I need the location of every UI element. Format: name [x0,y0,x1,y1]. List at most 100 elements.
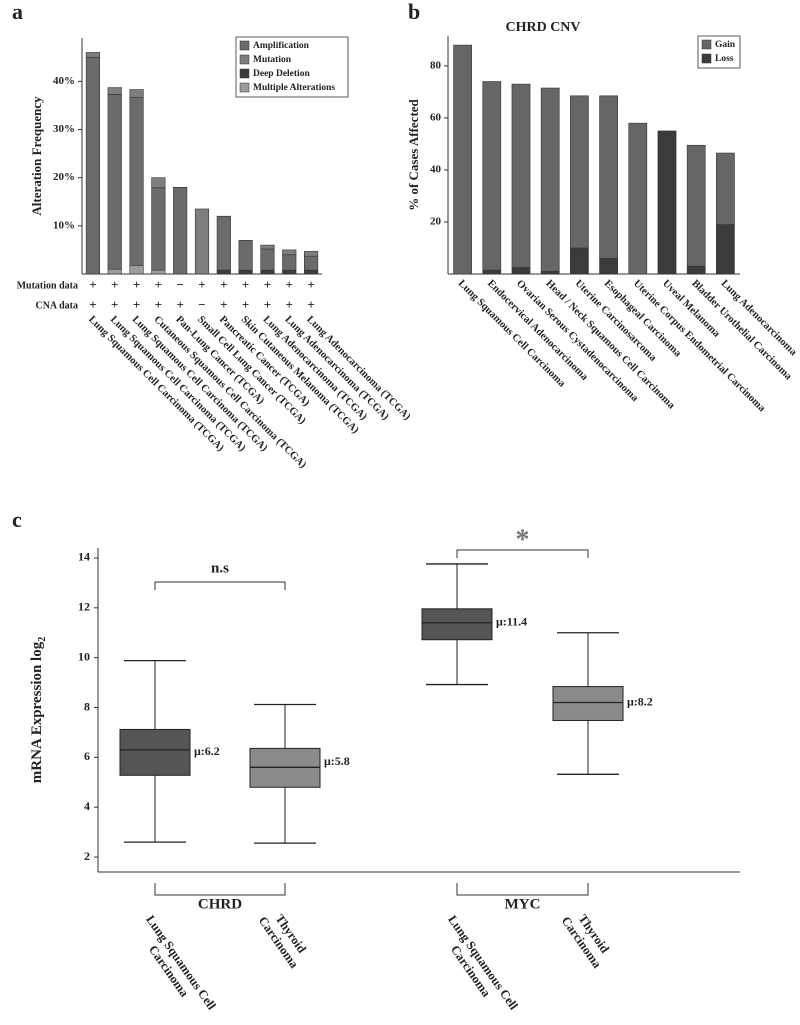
bar-segment [129,89,144,98]
panel-letter: c [12,507,22,532]
annotation-mark: + [155,297,162,312]
bar-segment [716,152,735,225]
y-tick-label: 40 [430,163,442,175]
bar-segment [85,56,100,275]
y-tick-label: 4 [84,799,90,813]
chart-title: CHRD CNV [505,20,580,35]
y-tick-label: 80 [430,59,442,71]
annotation-mark: + [286,277,293,292]
bar-segment [716,224,735,275]
y-tick-label: 6 [84,749,90,763]
legend-label: Mutation [253,55,292,65]
bar-segment [238,269,253,275]
x-tick-label: Lung Squamous Cell Carcinoma [456,278,568,390]
annotation-mark: + [155,277,162,292]
panel-letter: b [408,0,420,24]
annotation-mark: + [307,277,314,292]
legend-label: Multiple Alterations [253,83,335,93]
y-tick-label: 12 [78,600,90,614]
panel-letter: a [12,0,23,24]
bar-segment [85,52,100,58]
bar-segment [282,254,297,271]
y-tick-label: 20% [53,171,75,183]
bar-segment [216,269,231,275]
bar-segment [282,249,297,256]
annotation-mark: + [133,297,140,312]
legend-swatch [701,39,712,50]
annotation-mark: + [242,297,249,312]
legend-swatch [701,53,712,64]
bar-segment [282,269,297,275]
mean-label: μ:6.2 [194,744,220,758]
legend-swatch [239,54,250,65]
legend-label: Deep Deletion [253,69,310,79]
annotation-mark: + [264,277,271,292]
annotation-mark: + [220,277,227,292]
mean-label: μ:8.2 [627,694,653,708]
bar-segment [453,44,472,275]
annotation-mark: + [89,277,96,292]
box [421,608,493,641]
bar-segment [260,269,275,275]
bar-segment [482,81,502,271]
y-axis-label: % of Cases Affected [406,98,421,210]
significance-label: n.s [211,560,229,576]
bar-segment [570,95,589,249]
bar-segment [216,215,231,271]
significance-label: * [516,524,530,555]
legend-label: Loss [715,54,734,64]
bar-segment [304,269,319,275]
mean-label: μ:11.4 [496,615,527,629]
bar-segment [107,268,122,275]
group-label: CHRD [198,896,242,912]
annotation-mark: + [220,297,227,312]
bar-segment [107,87,122,95]
group-bracket [154,883,286,896]
significance-bracket [154,581,286,590]
bar-segment [511,83,531,268]
legend-swatch [239,82,250,93]
y-axis-label-sub: 2 [37,637,48,642]
annotation-mark: + [242,277,249,292]
bar-segment [304,251,319,257]
box [552,686,624,721]
group-bracket [456,883,589,896]
annotation-label: Mutation data [17,280,78,291]
mean-label: μ:5.8 [324,754,350,768]
box [119,728,191,776]
bar-segment [260,248,275,271]
legend-swatch [239,68,250,79]
bar-segment [107,94,122,270]
bar-segment [540,87,560,272]
bar-segment [129,265,144,275]
bar-segment [599,258,618,275]
annotation-mark: + [111,277,118,292]
annotation-mark: + [89,297,96,312]
bar-segment [686,144,706,267]
annotation-mark: + [307,297,314,312]
annotation-mark: + [111,297,118,312]
bar-segment [151,269,166,275]
bar-segment [238,239,253,271]
y-axis-label: mRNA Expression log2 [29,637,48,783]
group-label: MYC [505,896,541,912]
y-tick-label: 2 [84,849,90,863]
bar-segment [482,269,502,275]
bar-segment [304,255,319,271]
annotation-mark: + [286,297,293,312]
bar-segment [628,122,648,275]
annotation-mark: + [198,277,205,292]
legend-label: Gain [715,40,736,50]
bar-segment [599,95,618,259]
y-tick-label: 8 [84,699,90,713]
bar-segment [260,244,275,250]
annotation-mark: + [176,297,183,312]
y-tick-label: 10% [53,219,75,231]
y-axis-label: Alteration Frequency [29,96,44,216]
y-tick-label: 10 [78,649,90,663]
legend-box [235,36,349,98]
legend-swatch [239,40,250,51]
y-tick-label: 30% [53,123,75,135]
bar-segment [570,247,589,275]
